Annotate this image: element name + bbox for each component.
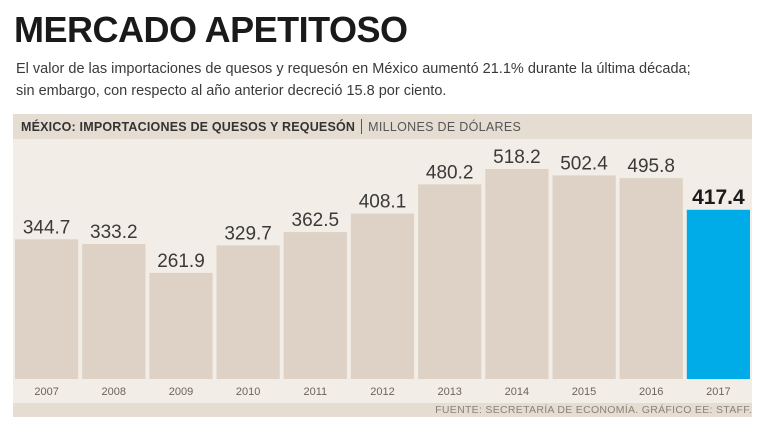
value-label-2015: 502.4 [560, 153, 608, 174]
chart-plot-area: 344.7 2007 333.2 2008 261.9 2009 329.7 2010 362.… [13, 139, 752, 403]
x-tick-2009: 2009 [169, 386, 193, 398]
bar-2015 [552, 175, 616, 379]
bar-2013 [418, 184, 482, 379]
x-tick-2011: 2011 [303, 386, 327, 398]
source-note: FUENTE: SECRETARÍA DE ECONOMÍA. GRÁFICO … [435, 404, 752, 416]
bar-2008 [82, 244, 146, 379]
value-label-2017: 417.4 [692, 186, 745, 209]
bar-2007 [15, 239, 79, 379]
bar-2009 [149, 272, 213, 379]
x-tick-2012: 2012 [370, 386, 394, 398]
x-tick-2014: 2014 [505, 386, 529, 398]
subtitle-line-1: El valor de las importaciones de quesos … [16, 61, 691, 77]
bar-2017 [686, 209, 750, 379]
source-band [13, 403, 752, 417]
subtitle-line-2: sin embargo, con respecto al año anterio… [16, 83, 447, 99]
x-tick-2010: 2010 [236, 386, 260, 398]
value-label-2013: 480.2 [426, 162, 474, 183]
chart-title: MÉXICO: IMPORTACIONES DE QUESOS Y REQUES… [21, 119, 356, 134]
bar-chart: 344.7 2007 333.2 2008 261.9 2009 329.7 2010 362.… [15, 147, 750, 398]
value-label-2014: 518.2 [493, 147, 541, 168]
x-tick-2008: 2008 [102, 386, 126, 398]
value-label-2012: 408.1 [359, 192, 407, 213]
value-label-2016: 495.8 [627, 156, 675, 177]
bar-2014 [485, 169, 549, 379]
value-label-2009: 261.9 [157, 251, 205, 272]
x-tick-2013: 2013 [437, 386, 461, 398]
chart-header-divider [361, 119, 363, 134]
bar-2011 [283, 232, 347, 379]
x-tick-2007: 2007 [34, 386, 58, 398]
value-label-2011: 362.5 [292, 210, 340, 231]
chart-units: MILLONES DE DÓLARES [368, 119, 522, 134]
value-label-2008: 333.2 [90, 222, 138, 243]
bar-2012 [350, 213, 415, 379]
x-tick-2016: 2016 [639, 386, 663, 398]
x-tick-2015: 2015 [572, 386, 596, 398]
x-tick-2017: 2017 [706, 386, 730, 398]
chart-header: MÉXICO: IMPORTACIONES DE QUESOS Y REQUES… [13, 114, 752, 139]
bar-2016 [619, 178, 683, 379]
value-label-2010: 329.7 [224, 223, 272, 244]
bar-2010 [216, 245, 280, 379]
value-label-2007: 344.7 [23, 217, 71, 238]
headline: MERCADO APETITOSO [14, 9, 408, 50]
